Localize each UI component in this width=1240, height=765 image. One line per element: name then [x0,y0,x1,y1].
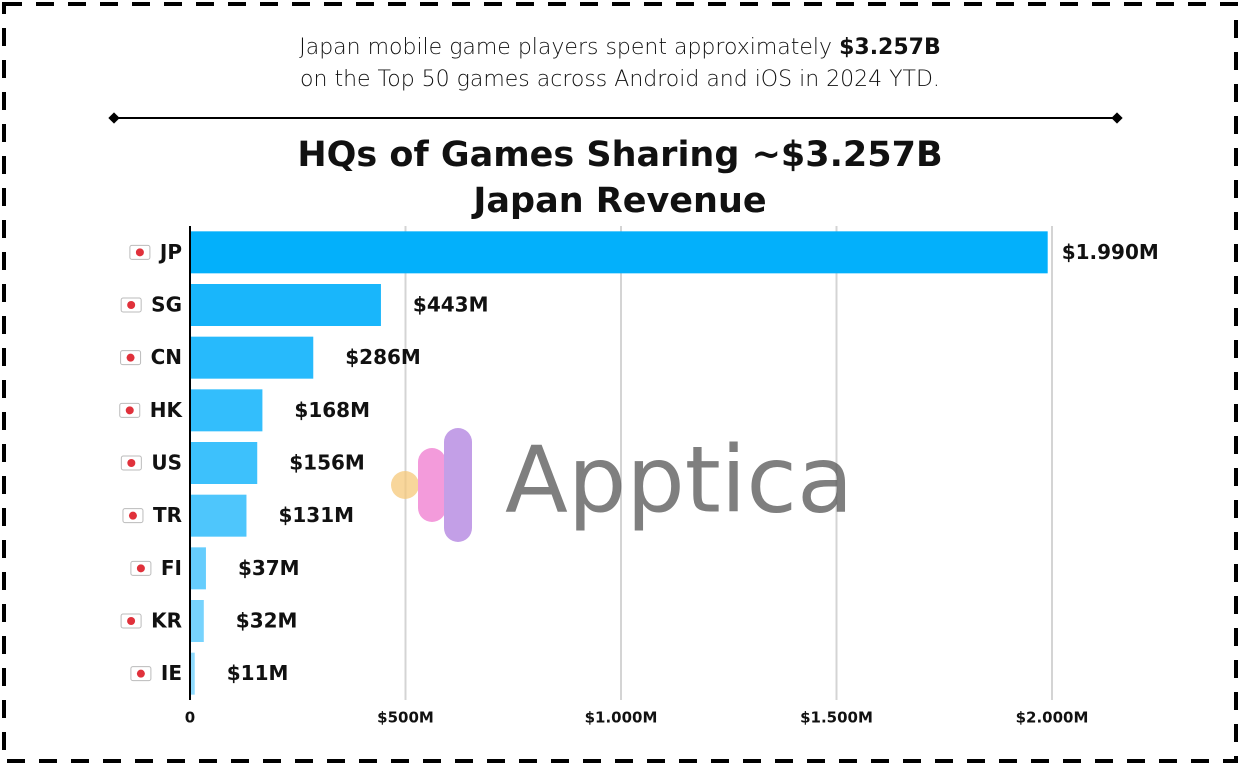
bar [190,547,206,590]
header-line-2: on the Top 50 games across Android and i… [300,67,940,92]
category-label: CN [151,345,182,369]
value-label: $32M [236,609,298,633]
x-tick-label: $500M [377,709,434,727]
flag-icon-mark [125,406,134,415]
value-label: $156M [289,451,365,475]
divider-end [1111,112,1123,124]
category-label: HK [150,398,184,422]
bar [190,336,314,379]
bar [190,442,258,484]
watermark: Apptica [505,426,853,533]
header-text: Japan mobile game players spent approxim… [299,35,832,60]
grid [404,226,1053,700]
bar [190,494,247,537]
flag-icon-mark [127,617,136,625]
category-label: JP [158,240,182,264]
category-label: US [151,451,182,475]
category-label: SG [151,293,182,317]
logo-dot [391,471,419,499]
x-tick-label: $2.000M [1016,709,1089,727]
flag-icon-mark [127,459,136,467]
bar [190,389,263,432]
category-label: TR [153,503,182,527]
value-label: $443M [413,293,489,317]
bar [190,600,204,642]
value-label: $286M [345,345,421,369]
x-tick-label: $1.500M [800,709,873,727]
header-highlight: $3.257B [839,35,941,60]
flag-icon-mark [135,248,144,257]
x-tick-label: 0 [185,709,195,727]
value-label: $1.990M [1062,240,1159,264]
value-label: $11M [227,661,289,685]
category-label: KR [151,609,182,633]
bar [190,231,1048,274]
flag-icon-mark [126,353,135,362]
chart-title: HQs of Games Sharing ~$3.257B [297,135,942,175]
flag-icon-mark [127,301,136,309]
x-tick-label: $1.000M [585,709,658,727]
value-label: $131M [278,503,354,527]
value-label: $168M [294,398,370,422]
bar [190,652,195,695]
flag-icon-mark [136,564,145,573]
chart-title: Japan Revenue [471,181,766,221]
bars [190,231,1048,695]
header-line-1: Japan mobile game players spent approxim… [299,35,941,60]
flag-icon-mark [136,669,145,678]
watermark-logo: Apptica [391,426,853,542]
value-label: $37M [238,556,300,580]
flag-icon-mark [128,511,137,520]
category-label: IE [161,661,182,685]
divider-end [108,112,120,124]
category-label: FI [161,556,182,580]
bar [190,284,381,326]
